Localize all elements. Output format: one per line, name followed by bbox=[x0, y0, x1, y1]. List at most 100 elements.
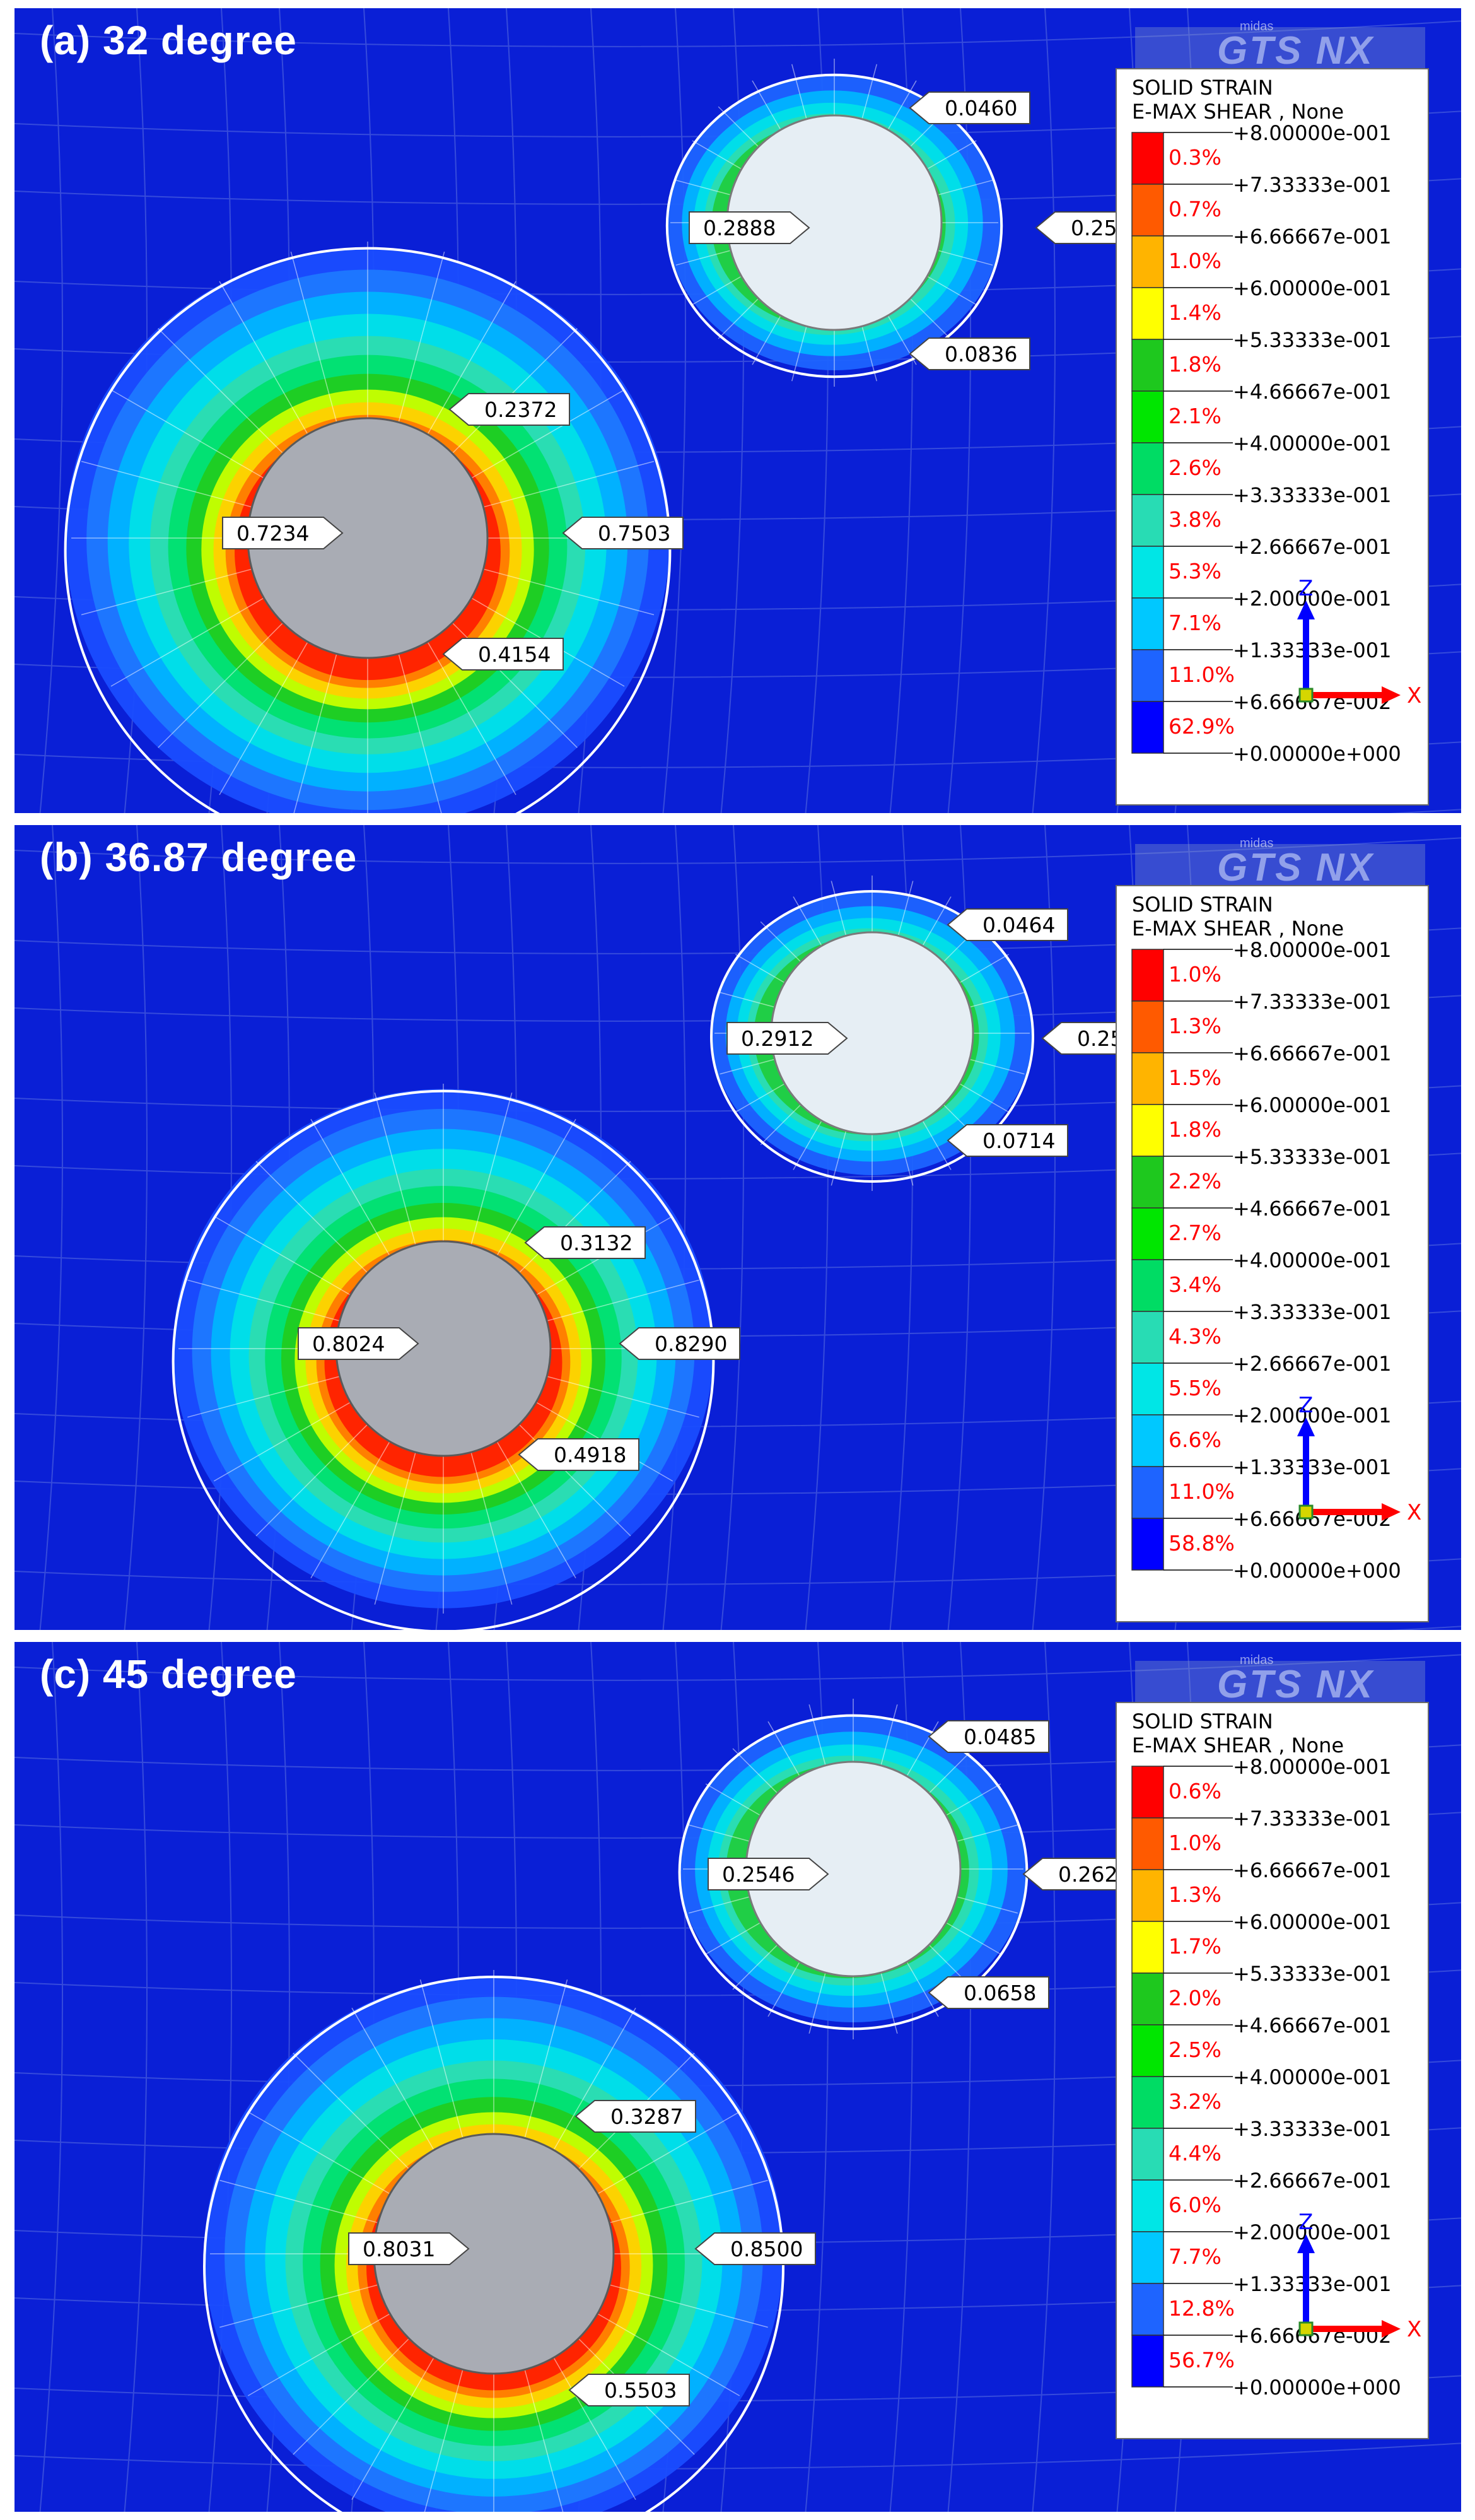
watermark-brand-small: midas bbox=[1240, 20, 1274, 33]
legend-percent: 2.5% bbox=[1169, 2037, 1221, 2062]
legend-value: +5.33333e-001 bbox=[1233, 1962, 1391, 1986]
legend-percent: 62.9% bbox=[1169, 714, 1235, 739]
legend-color-band bbox=[1131, 546, 1164, 599]
left-tunnel-left-value: 0.7234 bbox=[222, 517, 344, 549]
axis-triad: ZX bbox=[1297, 576, 1421, 708]
legend-color-band bbox=[1131, 2076, 1164, 2129]
legend-percent: 4.3% bbox=[1169, 1324, 1221, 1349]
legend-value: +2.00000e-001 bbox=[1233, 587, 1391, 611]
legend-value: +6.66667e-001 bbox=[1233, 1041, 1391, 1065]
legend-percent: 1.3% bbox=[1169, 1014, 1221, 1038]
legend-scale: 0.3% 0.7% 1.0% 1.4% 1.8% 2.1% 2.6% 3.8% 5.3% 7.1%… bbox=[1131, 121, 1421, 766]
legend-percent: 2.0% bbox=[1169, 1986, 1221, 2010]
legend-title-line-2: E-MAX SHEAR , None bbox=[1132, 1733, 1344, 1757]
svg-text:0.3287: 0.3287 bbox=[610, 2104, 683, 2129]
legend-title-line-1: SOLID STRAIN bbox=[1132, 76, 1273, 100]
svg-text:0.4154: 0.4154 bbox=[478, 642, 551, 667]
legend-color-band bbox=[1131, 1414, 1164, 1467]
legend-color-band bbox=[1131, 2231, 1164, 2284]
legend-color-band bbox=[1131, 287, 1164, 340]
legend-color-band bbox=[1131, 184, 1164, 237]
legend-value: +5.33333e-001 bbox=[1233, 328, 1391, 352]
legend-value: +0.00000e+000 bbox=[1233, 742, 1401, 766]
legend-color-band bbox=[1131, 1518, 1164, 1571]
axis-origin bbox=[1298, 2321, 1314, 2336]
z-axis-label: Z bbox=[1298, 576, 1313, 601]
legend-value: +2.66667e-001 bbox=[1233, 535, 1391, 559]
svg-text:0.2546: 0.2546 bbox=[722, 1862, 795, 1887]
panel-c: 0.3287 0.8031 0.8500 0.5503 0.0485 0.2546 0.26… bbox=[13, 1640, 1463, 2514]
legend-percent: 58.8% bbox=[1169, 1531, 1235, 1556]
legend-color-band bbox=[1131, 2128, 1164, 2181]
svg-text:0.5503: 0.5503 bbox=[604, 2378, 677, 2403]
legend-color-band bbox=[1131, 649, 1164, 702]
legend-value: +7.33333e-001 bbox=[1233, 990, 1391, 1014]
legend-value: +4.00000e-001 bbox=[1233, 431, 1391, 455]
right-tunnel-left-value: 0.2888 bbox=[689, 211, 810, 244]
legend-color-band bbox=[1131, 1869, 1164, 1922]
legend-color-band bbox=[1131, 1972, 1164, 2025]
svg-text:0.0836: 0.0836 bbox=[945, 342, 1017, 366]
legend-value: +6.66667e-001 bbox=[1233, 225, 1391, 249]
watermark-brand-main: GTS NX bbox=[1217, 846, 1374, 889]
svg-text:0.8290: 0.8290 bbox=[655, 1332, 727, 1356]
legend-scale: 1.0% 1.3% 1.5% 1.8% 2.2% 2.7% 3.4% 4.3% 5.5% 6.6%… bbox=[1131, 938, 1421, 1583]
panel-title: (c) 45 degree bbox=[40, 1651, 297, 1697]
svg-text:0.8500: 0.8500 bbox=[730, 2237, 803, 2261]
svg-text:0.8024: 0.8024 bbox=[312, 1332, 385, 1356]
left-tunnel-top-value: 0.3287 bbox=[574, 2100, 696, 2133]
axis-origin bbox=[1298, 688, 1314, 703]
legend-value: +2.66667e-001 bbox=[1233, 1352, 1391, 1376]
legend-value: +4.66667e-001 bbox=[1233, 1197, 1391, 1221]
legend-percent: 0.6% bbox=[1169, 1779, 1221, 1803]
legend-percent: 1.0% bbox=[1169, 962, 1221, 987]
left-tunnel-right-value: 0.8290 bbox=[619, 1327, 740, 1360]
legend-value: +1.33333e-001 bbox=[1233, 2272, 1391, 2296]
legend-percent: 1.5% bbox=[1169, 1065, 1221, 1090]
left-tunnel-right-value: 0.8500 bbox=[694, 2232, 816, 2265]
svg-text:0.0464: 0.0464 bbox=[982, 913, 1055, 937]
legend-value: +6.00000e-001 bbox=[1233, 1093, 1391, 1117]
legend-color-band bbox=[1131, 1817, 1164, 1870]
legend-percent: 1.8% bbox=[1169, 352, 1221, 377]
x-axis-label: X bbox=[1407, 1500, 1421, 1525]
legend-title: SOLID STRAIN E-MAX SHEAR , None bbox=[1132, 1709, 1344, 1757]
contour-legend: SOLID STRAIN E-MAX SHEAR , None 0.6% 1.0% 1.… bbox=[1116, 1702, 1429, 2439]
legend-percent: 2.7% bbox=[1169, 1221, 1221, 1245]
svg-text:0.0460: 0.0460 bbox=[945, 96, 1017, 120]
x-axis-label: X bbox=[1407, 683, 1421, 708]
panel-title: (b) 36.87 degree bbox=[40, 835, 358, 880]
panel-b: 0.3132 0.8024 0.8290 0.4918 0.0464 0.2912 0.25… bbox=[13, 823, 1463, 1632]
legend-percent: 3.8% bbox=[1169, 507, 1221, 532]
legend-color-band bbox=[1131, 1000, 1164, 1053]
right-tunnel-bottom-value: 0.0714 bbox=[947, 1124, 1068, 1157]
right-tunnel-left-value: 0.2546 bbox=[708, 1858, 829, 1890]
legend-percent: 11.0% bbox=[1169, 1479, 1235, 1504]
legend-value: +4.66667e-001 bbox=[1233, 2013, 1391, 2037]
right-tunnel-left-value: 0.2912 bbox=[726, 1022, 848, 1055]
panel-title: (a) 32 degree bbox=[40, 18, 297, 63]
legend-color-band bbox=[1131, 2179, 1164, 2232]
legend-percent: 5.3% bbox=[1169, 559, 1221, 583]
legend-title-line-2: E-MAX SHEAR , None bbox=[1132, 917, 1344, 941]
legend-color-band bbox=[1131, 1156, 1164, 1209]
legend-color-band bbox=[1131, 339, 1164, 392]
svg-text:0.0485: 0.0485 bbox=[964, 1725, 1036, 1749]
legend-percent: 6.0% bbox=[1169, 2193, 1221, 2217]
legend-percent: 1.0% bbox=[1169, 249, 1221, 273]
watermark-brand-small: midas bbox=[1240, 836, 1274, 850]
svg-text:0.2372: 0.2372 bbox=[484, 397, 557, 422]
legend-value: +7.33333e-001 bbox=[1233, 173, 1391, 197]
legend-value: +8.00000e-001 bbox=[1233, 938, 1391, 962]
legend-color-band bbox=[1131, 701, 1164, 754]
legend-value: +6.00000e-001 bbox=[1233, 1910, 1391, 1934]
legend-percent: 6.6% bbox=[1169, 1427, 1221, 1452]
legend-color-band bbox=[1131, 132, 1164, 185]
svg-text:0.2912: 0.2912 bbox=[741, 1026, 813, 1051]
legend-value: +3.33333e-001 bbox=[1233, 483, 1391, 507]
legend-color-band bbox=[1131, 1104, 1164, 1157]
legend-title-line-1: SOLID STRAIN bbox=[1132, 1709, 1273, 1733]
legend-value: +4.66667e-001 bbox=[1233, 380, 1391, 404]
legend-value: +2.66667e-001 bbox=[1233, 2169, 1391, 2193]
legend-percent: 3.4% bbox=[1169, 1272, 1221, 1297]
